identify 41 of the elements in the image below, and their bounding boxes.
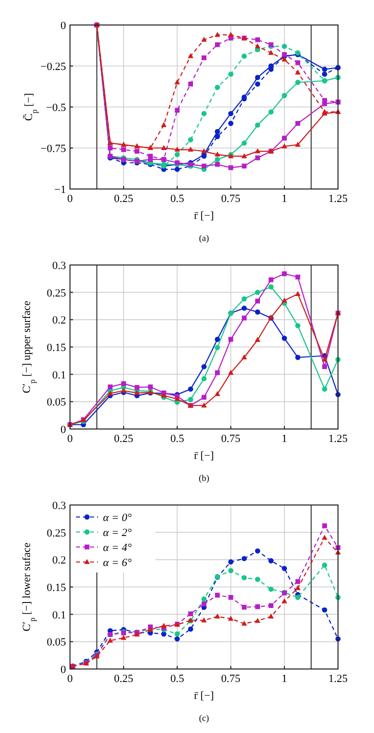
x-tick-label: 1.25: [328, 433, 348, 445]
text: (a): [199, 233, 209, 243]
y-tick-label: 0.15: [46, 342, 66, 354]
x-tick-label: 0.75: [221, 673, 241, 685]
text: (c): [199, 713, 209, 723]
y-tick-label: −0.5: [46, 102, 66, 114]
x-tick-label: 1: [282, 433, 288, 445]
y-tick-label: 0.1: [52, 369, 66, 382]
x-tick-label: 0.75: [221, 193, 241, 205]
x-tick-label: 0.5: [170, 433, 185, 445]
y-tick-label: 0: [60, 424, 66, 436]
x-tick-label: 0.5: [170, 673, 185, 685]
y-tick-label: 0.3: [52, 500, 66, 512]
y-tick-label: 0.1: [52, 609, 66, 622]
x-axis-title: r̄ [−]: [194, 690, 214, 702]
y-tick-label: 0.3: [52, 260, 66, 272]
y-tick-label: 0: [60, 664, 66, 676]
x-tick-label: 0.25: [114, 673, 134, 685]
y-tick-label: 0: [60, 20, 66, 32]
y-tick-label: −1: [54, 184, 66, 196]
x-axis-title: r̄ [−]: [194, 450, 214, 462]
y-tick-label: 0.05: [46, 396, 66, 409]
y-tick-label: 0.2: [52, 314, 66, 327]
text: (b): [198, 473, 210, 483]
x-tick-label: 1.25: [328, 193, 348, 205]
legend-label: α = 0°: [103, 512, 132, 524]
x-axis-title: r̄ [−]: [194, 210, 214, 222]
x-tick-label: 1: [282, 673, 288, 685]
y-tick-label: −0.75: [40, 143, 66, 155]
x-tick-label: 1: [282, 193, 288, 205]
y-tick-label: −0.25: [40, 61, 66, 73]
y-tick-label: 0.25: [46, 527, 66, 540]
x-tick-label: 1.25: [328, 673, 348, 685]
y-tick-label: 0.2: [52, 554, 66, 567]
x-tick-label: 0.25: [114, 193, 134, 205]
y-tick-label: 0.25: [46, 287, 66, 300]
y-tick-label: 0.15: [46, 582, 66, 594]
x-tick-label: 0.25: [114, 433, 134, 445]
y-tick-label: 0.05: [46, 636, 66, 649]
x-tick-label: 0.5: [170, 193, 185, 205]
x-tick-label: 0.75: [221, 433, 241, 445]
